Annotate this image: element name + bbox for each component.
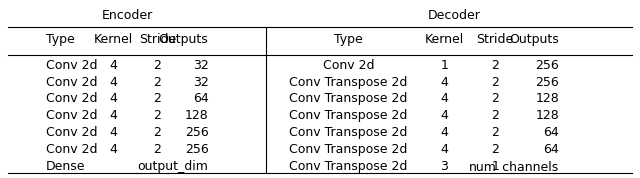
- Text: 1: 1: [492, 160, 499, 173]
- Text: Stride: Stride: [477, 33, 514, 46]
- Text: Conv Transpose 2d: Conv Transpose 2d: [289, 76, 408, 89]
- Text: num_channels: num_channels: [468, 160, 559, 173]
- Text: Conv Transpose 2d: Conv Transpose 2d: [289, 160, 408, 173]
- Text: Conv 2d: Conv 2d: [46, 126, 97, 139]
- Text: 4: 4: [440, 76, 448, 89]
- Text: Conv Transpose 2d: Conv Transpose 2d: [289, 92, 408, 105]
- Text: 2: 2: [492, 59, 499, 72]
- Text: Outputs: Outputs: [159, 33, 209, 46]
- Text: Conv 2d: Conv 2d: [46, 59, 97, 72]
- Text: 2: 2: [154, 126, 161, 139]
- Text: Type: Type: [334, 33, 363, 46]
- Text: 256: 256: [185, 143, 209, 156]
- Text: 128: 128: [535, 92, 559, 105]
- Text: 2: 2: [154, 76, 161, 89]
- Text: Kernel: Kernel: [93, 33, 132, 46]
- Text: 256: 256: [535, 76, 559, 89]
- Text: Conv 2d: Conv 2d: [46, 76, 97, 89]
- Text: output_dim: output_dim: [138, 160, 209, 173]
- Text: Conv Transpose 2d: Conv Transpose 2d: [289, 143, 408, 156]
- Text: 2: 2: [492, 76, 499, 89]
- Text: 2: 2: [492, 126, 499, 139]
- Text: 32: 32: [193, 59, 209, 72]
- Text: Conv 2d: Conv 2d: [46, 109, 97, 122]
- Text: Conv 2d: Conv 2d: [46, 143, 97, 156]
- Text: 2: 2: [154, 59, 161, 72]
- Text: 4: 4: [440, 126, 448, 139]
- Text: Encoder: Encoder: [102, 9, 153, 22]
- Text: 4: 4: [109, 143, 117, 156]
- Text: 4: 4: [440, 92, 448, 105]
- Text: 2: 2: [154, 92, 161, 105]
- Text: 2: 2: [492, 109, 499, 122]
- Text: Outputs: Outputs: [509, 33, 559, 46]
- Text: 4: 4: [109, 109, 117, 122]
- Text: 128: 128: [185, 109, 209, 122]
- Text: 32: 32: [193, 76, 209, 89]
- Text: Conv 2d: Conv 2d: [46, 92, 97, 105]
- Text: 4: 4: [440, 109, 448, 122]
- Text: 2: 2: [154, 109, 161, 122]
- Text: Conv Transpose 2d: Conv Transpose 2d: [289, 126, 408, 139]
- Text: 1: 1: [440, 59, 448, 72]
- Text: 4: 4: [440, 143, 448, 156]
- Text: Type: Type: [46, 33, 75, 46]
- Text: 2: 2: [154, 143, 161, 156]
- Text: Stride: Stride: [139, 33, 176, 46]
- Text: 3: 3: [440, 160, 448, 173]
- Text: 128: 128: [535, 109, 559, 122]
- Text: 2: 2: [492, 92, 499, 105]
- Text: 4: 4: [109, 126, 117, 139]
- Text: Conv 2d: Conv 2d: [323, 59, 374, 72]
- Text: Dense: Dense: [46, 160, 86, 173]
- Text: 64: 64: [543, 143, 559, 156]
- Text: 4: 4: [109, 92, 117, 105]
- Text: 2: 2: [492, 143, 499, 156]
- Text: 4: 4: [109, 76, 117, 89]
- Text: 64: 64: [193, 92, 209, 105]
- Text: 256: 256: [185, 126, 209, 139]
- Text: 4: 4: [109, 59, 117, 72]
- Text: Decoder: Decoder: [428, 9, 480, 22]
- Text: Kernel: Kernel: [424, 33, 464, 46]
- Text: Conv Transpose 2d: Conv Transpose 2d: [289, 109, 408, 122]
- Text: 256: 256: [535, 59, 559, 72]
- Text: 64: 64: [543, 126, 559, 139]
